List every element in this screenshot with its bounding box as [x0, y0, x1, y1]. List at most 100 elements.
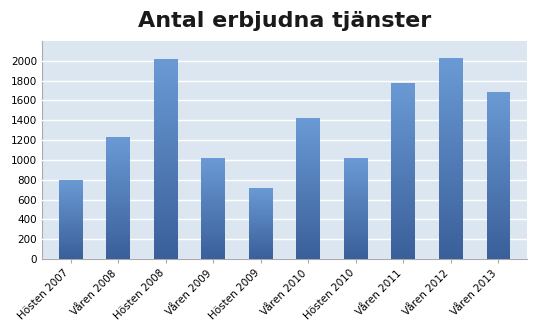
Bar [344, 158, 367, 159]
Bar [154, 211, 178, 213]
Bar [392, 143, 415, 144]
Bar [59, 204, 83, 205]
Bar [154, 145, 178, 147]
Bar [107, 222, 130, 223]
Bar [392, 179, 415, 181]
Bar [486, 105, 510, 107]
Bar [296, 197, 320, 198]
Bar [296, 148, 320, 149]
Bar [486, 212, 510, 214]
Bar [59, 202, 83, 203]
Bar [59, 234, 83, 235]
Bar [486, 98, 510, 100]
Bar [249, 215, 273, 216]
Bar [439, 100, 463, 102]
Bar [296, 165, 320, 166]
Bar [486, 113, 510, 115]
Bar [344, 242, 367, 243]
Bar [486, 107, 510, 108]
Bar [107, 178, 130, 180]
Bar [107, 210, 130, 211]
Bar [344, 166, 367, 167]
Bar [392, 194, 415, 195]
Bar [439, 66, 463, 68]
Bar [201, 174, 225, 175]
Bar [249, 258, 273, 259]
Bar [59, 191, 83, 192]
Bar [296, 243, 320, 245]
Bar [439, 88, 463, 90]
Bar [439, 178, 463, 180]
Bar [344, 227, 367, 228]
Bar [486, 122, 510, 123]
Bar [439, 190, 463, 192]
Bar [296, 158, 320, 159]
Bar [439, 233, 463, 235]
Bar [296, 208, 320, 210]
Bar [59, 255, 83, 256]
Bar [344, 178, 367, 179]
Bar [107, 219, 130, 220]
Bar [154, 249, 178, 251]
Bar [201, 255, 225, 256]
Bar [296, 183, 320, 184]
Bar [486, 227, 510, 229]
Bar [59, 182, 83, 183]
Bar [107, 146, 130, 147]
Bar [439, 116, 463, 118]
Bar [486, 209, 510, 210]
Bar [439, 112, 463, 114]
Bar [296, 186, 320, 187]
Bar [201, 187, 225, 188]
Bar [486, 149, 510, 150]
Bar [296, 176, 320, 177]
Bar [154, 91, 178, 93]
Bar [249, 225, 273, 226]
Bar [154, 179, 178, 181]
Bar [107, 147, 130, 148]
Bar [201, 236, 225, 237]
Bar [107, 252, 130, 253]
Bar [59, 223, 83, 224]
Bar [486, 154, 510, 155]
Bar [296, 128, 320, 130]
Bar [249, 239, 273, 240]
Bar [392, 136, 415, 137]
Bar [486, 132, 510, 134]
Bar [392, 99, 415, 100]
Bar [344, 237, 367, 238]
Bar [107, 209, 130, 210]
Bar [296, 255, 320, 256]
Bar [344, 212, 367, 213]
Bar [486, 234, 510, 235]
Bar [392, 137, 415, 139]
Bar [486, 257, 510, 259]
Bar [344, 221, 367, 222]
Bar [59, 238, 83, 239]
Bar [344, 220, 367, 221]
Bar [439, 180, 463, 182]
Bar [439, 70, 463, 72]
Bar [59, 233, 83, 234]
Bar [249, 213, 273, 214]
Bar [154, 97, 178, 99]
Bar [107, 215, 130, 216]
Bar [439, 96, 463, 98]
Bar [249, 198, 273, 199]
Bar [344, 210, 367, 211]
Bar [107, 140, 130, 141]
Bar [296, 252, 320, 253]
Bar [344, 174, 367, 175]
Bar [486, 103, 510, 105]
Bar [486, 210, 510, 212]
Bar [392, 188, 415, 190]
Bar [344, 219, 367, 220]
Bar [107, 171, 130, 172]
Bar [154, 63, 178, 65]
Bar [201, 251, 225, 252]
Bar [392, 83, 415, 84]
Bar [201, 220, 225, 221]
Bar [107, 163, 130, 164]
Bar [486, 202, 510, 204]
Bar [392, 257, 415, 259]
